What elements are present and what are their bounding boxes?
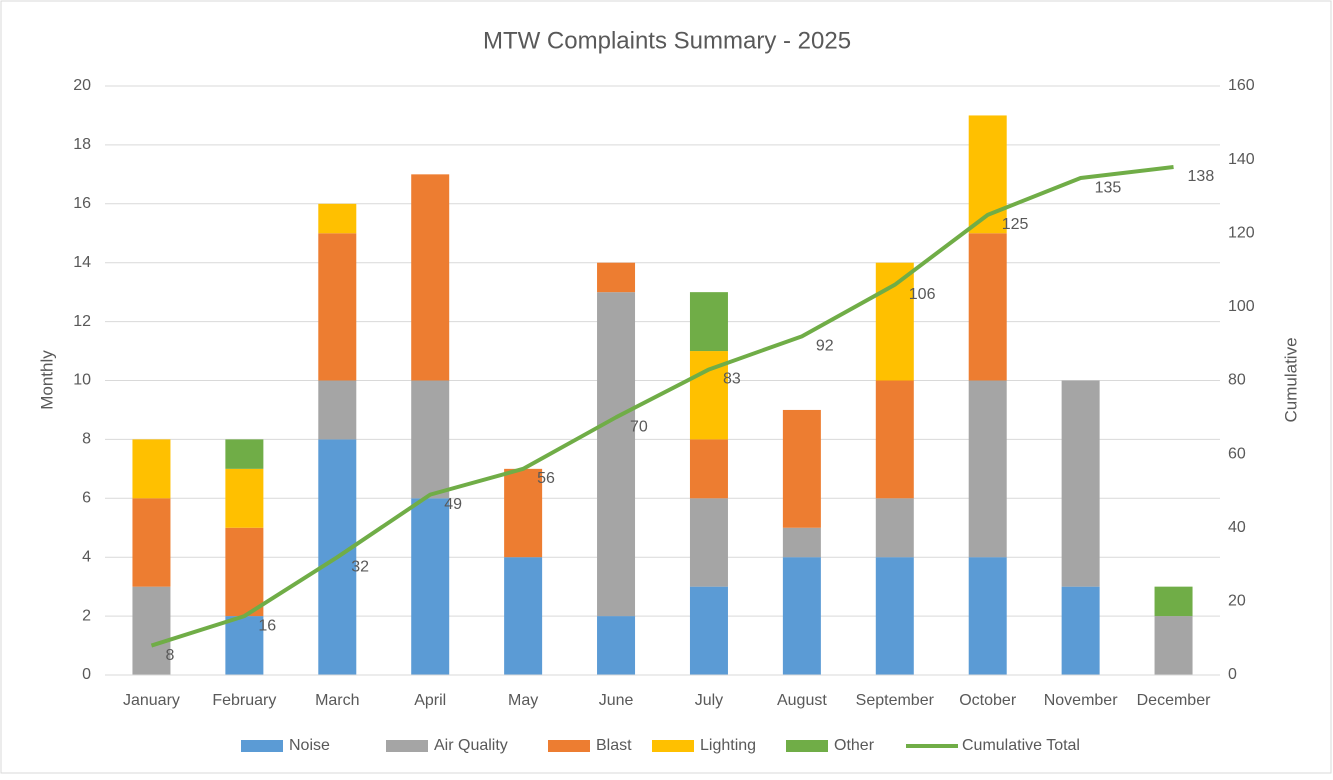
- legend-swatch: [786, 740, 828, 752]
- bar: [968, 380, 1007, 558]
- legend-swatch: [241, 740, 283, 752]
- legend-label: Other: [834, 737, 875, 754]
- legend-label: Noise: [289, 737, 330, 754]
- y2-tick-label: 0: [1228, 666, 1237, 683]
- data-label: 70: [630, 419, 648, 436]
- x-tick-label: February: [212, 692, 276, 709]
- x-tick-label: October: [959, 692, 1017, 709]
- data-label: 92: [816, 338, 834, 355]
- legend-swatch: [548, 740, 590, 752]
- bar: [225, 527, 264, 617]
- x-tick-label: April: [414, 692, 446, 709]
- bar: [968, 233, 1007, 381]
- bar: [968, 557, 1007, 675]
- line: [150, 165, 1174, 648]
- y-tick-label: 2: [82, 607, 91, 624]
- bar: [318, 233, 357, 381]
- y2-axis-title: Cumulative: [1281, 337, 1300, 422]
- data-label: 138: [1188, 168, 1215, 185]
- x-tick-label: January: [123, 692, 180, 709]
- bar: [597, 616, 636, 675]
- data-label: 106: [909, 286, 936, 303]
- bar: [782, 409, 821, 528]
- y2-tick-label: 120: [1228, 224, 1255, 241]
- x-tick-label: December: [1137, 692, 1211, 709]
- data-label: 49: [444, 496, 462, 513]
- x-tick-label: June: [599, 692, 634, 709]
- legend-swatch: [652, 740, 694, 752]
- y-tick-label: 14: [73, 254, 91, 271]
- y-tick-label: 8: [82, 431, 91, 448]
- legend-label: Cumulative Total: [962, 737, 1080, 754]
- y2-tick-label: 20: [1228, 593, 1246, 610]
- y-tick-label: 16: [73, 195, 91, 212]
- bar: [132, 498, 171, 587]
- x-tick-label: September: [856, 692, 935, 709]
- x-tick-label: March: [315, 692, 359, 709]
- bar: [504, 468, 543, 558]
- legend-label: Air Quality: [434, 737, 508, 754]
- bar: [689, 292, 728, 352]
- bar: [411, 498, 450, 675]
- y-tick-label: 0: [82, 666, 91, 683]
- y2-tick-label: 60: [1228, 445, 1246, 462]
- y2-tick-label: 40: [1228, 519, 1246, 536]
- bar: [225, 439, 264, 469]
- bar: [689, 439, 728, 499]
- legend-label: Lighting: [700, 737, 756, 754]
- bar: [597, 262, 636, 293]
- bar: [318, 203, 357, 234]
- data-label: 135: [1095, 179, 1122, 196]
- bar: [597, 292, 636, 617]
- legend-swatch: [386, 740, 428, 752]
- bar: [1154, 616, 1193, 675]
- bar: [875, 380, 914, 499]
- bar: [132, 439, 171, 499]
- bar: [782, 527, 821, 558]
- x-tick-label: August: [777, 692, 827, 709]
- legend-label: Blast: [596, 737, 632, 754]
- y-tick-label: 20: [73, 77, 91, 94]
- y-tick-label: 6: [82, 490, 91, 507]
- bar: [411, 174, 450, 381]
- data-label: 32: [351, 558, 369, 575]
- y2-tick-label: 140: [1228, 151, 1255, 168]
- y2-tick-label: 80: [1228, 372, 1246, 389]
- y-axis-title: Monthly: [37, 350, 56, 410]
- x-tick-label: May: [508, 692, 538, 709]
- bar: [504, 557, 543, 675]
- bar: [411, 380, 450, 499]
- data-label: 56: [537, 470, 555, 487]
- bar: [132, 586, 171, 675]
- bar: [875, 498, 914, 558]
- bar: [225, 468, 264, 528]
- chart-title: MTW Complaints Summary - 2025: [483, 27, 851, 54]
- bar: [1061, 586, 1100, 675]
- bar: [225, 616, 264, 675]
- bar: [318, 380, 357, 440]
- bar: [1061, 380, 1100, 587]
- bar: [875, 557, 914, 675]
- bar: [689, 586, 728, 675]
- y-tick-label: 18: [73, 136, 91, 153]
- x-tick-label: November: [1044, 692, 1118, 709]
- y2-tick-label: 160: [1228, 77, 1255, 94]
- data-label: 16: [258, 617, 276, 634]
- bar: [782, 557, 821, 675]
- y-tick-label: 12: [73, 313, 91, 330]
- y-tick-label: 10: [73, 372, 91, 389]
- x-tick-label: July: [695, 692, 723, 709]
- data-label: 83: [723, 371, 741, 388]
- bar: [689, 498, 728, 587]
- bar: [875, 262, 914, 381]
- data-label: 8: [165, 647, 174, 664]
- bar: [1154, 586, 1193, 617]
- y-tick-label: 4: [82, 548, 91, 565]
- y2-tick-label: 100: [1228, 298, 1255, 315]
- data-label: 125: [1002, 216, 1029, 233]
